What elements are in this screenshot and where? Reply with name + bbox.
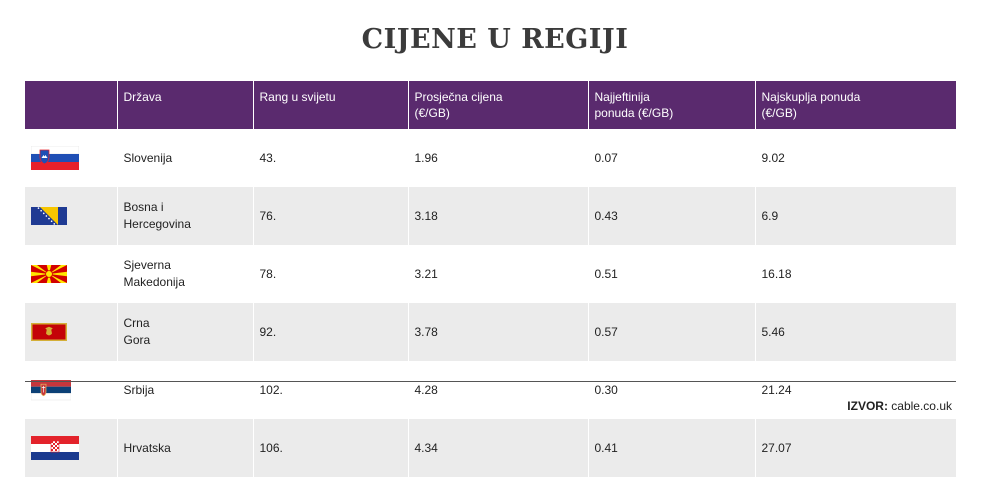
rank-cell: 102. bbox=[252, 361, 408, 419]
header-most-expensive-offer: Najskuplja ponuda (€/GB) bbox=[754, 81, 956, 129]
source-value: cable.co.uk bbox=[887, 399, 952, 413]
country-cell: Sjeverna Makedonija bbox=[116, 245, 253, 303]
most-expensive-offer-cell: 21.24 bbox=[754, 361, 956, 419]
country-cell: Crna Gora bbox=[116, 303, 253, 361]
source-credit: IZVOR: cable.co.uk bbox=[847, 399, 952, 413]
croatia-flag bbox=[31, 436, 79, 460]
north-macedonia-flag bbox=[31, 265, 67, 283]
flag-cell bbox=[25, 245, 117, 303]
table-row: Srbija 102. 4.28 0.30 21.24 bbox=[25, 361, 956, 419]
most-expensive-offer-cell: 27.07 bbox=[754, 419, 956, 477]
flag-cell bbox=[25, 129, 117, 187]
rank-cell: 78. bbox=[252, 245, 408, 303]
cheapest-offer-cell: 0.51 bbox=[587, 245, 755, 303]
average-price-cell: 3.21 bbox=[407, 245, 588, 303]
divider bbox=[25, 381, 956, 382]
most-expensive-offer-cell: 5.46 bbox=[754, 303, 956, 361]
header-average-price: Prosječna cijena (€/GB) bbox=[407, 81, 588, 129]
header-rank: Rang u svijetu bbox=[252, 81, 408, 129]
table-row: Bosna i Hercegovina 76. 3.18 0.43 6.9 bbox=[25, 187, 956, 245]
table-header-row: Država Rang u svijetu Prosječna cijena (… bbox=[25, 81, 956, 129]
country-cell: Bosna i Hercegovina bbox=[116, 187, 253, 245]
slovenia-flag bbox=[31, 146, 79, 170]
country-cell: Slovenija bbox=[116, 129, 253, 187]
rank-cell: 92. bbox=[252, 303, 408, 361]
average-price-cell: 3.78 bbox=[407, 303, 588, 361]
cheapest-offer-cell: 0.57 bbox=[587, 303, 755, 361]
rank-cell: 76. bbox=[252, 187, 408, 245]
header-flag bbox=[25, 81, 117, 129]
header-cheapest-offer: Najjeftinija ponuda (€/GB) bbox=[587, 81, 755, 129]
average-price-cell: 4.34 bbox=[407, 419, 588, 477]
cheapest-offer-cell: 0.41 bbox=[587, 419, 755, 477]
average-price-cell: 3.18 bbox=[407, 187, 588, 245]
bosnia-herzegovina-flag bbox=[31, 207, 67, 225]
country-cell: Srbija bbox=[116, 361, 253, 419]
serbia-flag bbox=[31, 380, 71, 401]
average-price-cell: 4.28 bbox=[407, 361, 588, 419]
most-expensive-offer-cell: 16.18 bbox=[754, 245, 956, 303]
price-table: Država Rang u svijetu Prosječna cijena (… bbox=[25, 81, 956, 477]
table-row: Hrvatska 106. 4.34 0.41 27.07 bbox=[25, 419, 956, 477]
average-price-cell: 1.96 bbox=[407, 129, 588, 187]
table-row: Sjeverna Makedonija 78. 3.21 0.51 16.18 bbox=[25, 245, 956, 303]
flag-cell bbox=[25, 187, 117, 245]
page-title: CIJENE U REGIJI bbox=[361, 24, 629, 55]
flag-cell bbox=[25, 419, 117, 477]
most-expensive-offer-cell: 6.9 bbox=[754, 187, 956, 245]
most-expensive-offer-cell: 9.02 bbox=[754, 129, 956, 187]
table-row: Crna Gora 92. 3.78 0.57 5.46 bbox=[25, 303, 956, 361]
country-cell: Hrvatska bbox=[116, 419, 253, 477]
header-country: Država bbox=[116, 81, 253, 129]
rank-cell: 106. bbox=[252, 419, 408, 477]
table-row: Slovenija 43. 1.96 0.07 9.02 bbox=[25, 129, 956, 187]
flag-cell bbox=[25, 303, 117, 361]
cheapest-offer-cell: 0.43 bbox=[587, 187, 755, 245]
montenegro-flag bbox=[31, 323, 67, 341]
cheapest-offer-cell: 0.30 bbox=[587, 361, 755, 419]
source-label: IZVOR: bbox=[847, 399, 888, 413]
flag-cell bbox=[25, 361, 117, 419]
cheapest-offer-cell: 0.07 bbox=[587, 129, 755, 187]
rank-cell: 43. bbox=[252, 129, 408, 187]
